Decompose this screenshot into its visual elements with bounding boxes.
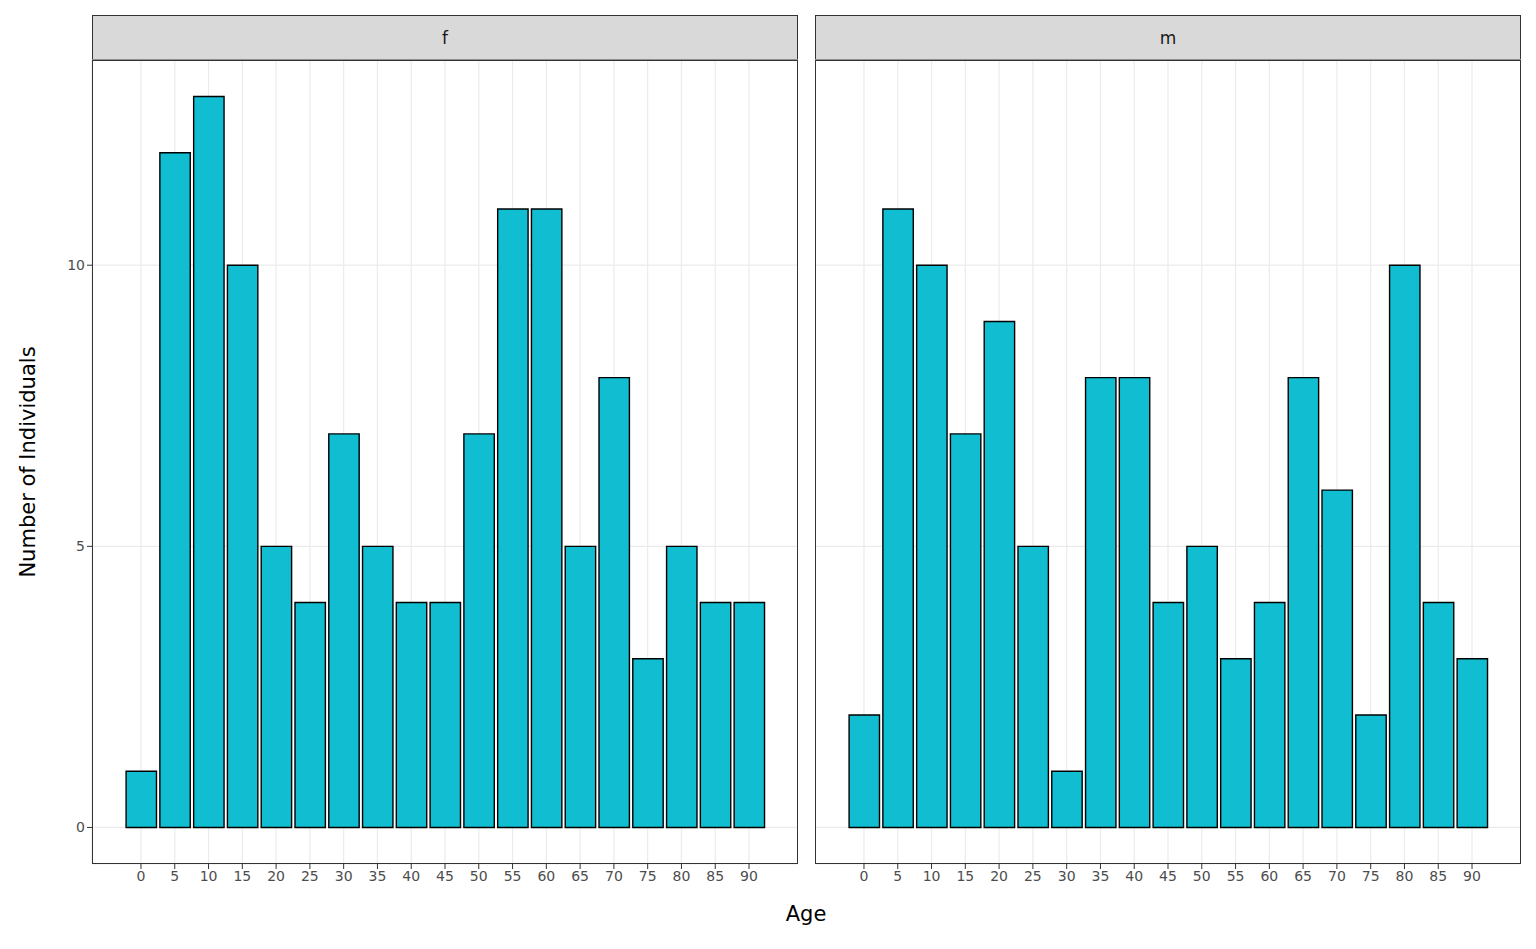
svg-text:35: 35: [369, 868, 387, 884]
svg-text:0: 0: [860, 868, 869, 884]
html-text:Age: Age: [785, 902, 827, 926]
svg-text:60: 60: [537, 868, 555, 884]
svg-text:85: 85: [1429, 868, 1447, 884]
html-text:m: m: [1159, 27, 1177, 48]
svg-text:50: 50: [470, 868, 488, 884]
svg-text:30: 30: [1058, 868, 1076, 884]
svg-text:15: 15: [956, 868, 974, 884]
svg-text:40: 40: [402, 868, 420, 884]
svg-text:55: 55: [1227, 868, 1245, 884]
svg-text:75: 75: [639, 868, 657, 884]
svg-text:65: 65: [1294, 868, 1312, 884]
svg-text:5: 5: [76, 538, 85, 554]
svg-text:5: 5: [170, 868, 179, 884]
svg-text:70: 70: [605, 868, 623, 884]
svg-text:50: 50: [1193, 868, 1211, 884]
svg-text:65: 65: [571, 868, 589, 884]
svg-text:5: 5: [893, 868, 902, 884]
svg-text:85: 85: [706, 868, 724, 884]
svg-text:60: 60: [1260, 868, 1278, 884]
svg-text:40: 40: [1125, 868, 1143, 884]
svg-text:45: 45: [1159, 868, 1177, 884]
svg-text:25: 25: [1024, 868, 1042, 884]
svg-text:55: 55: [504, 868, 522, 884]
svg-text:20: 20: [267, 868, 285, 884]
svg-text:15: 15: [233, 868, 251, 884]
svg-text:10: 10: [923, 868, 941, 884]
html-text:f: f: [442, 27, 448, 48]
svg-text:10: 10: [67, 257, 85, 273]
svg-text:0: 0: [76, 819, 85, 835]
svg-text:80: 80: [673, 868, 691, 884]
svg-text:75: 75: [1362, 868, 1380, 884]
html-text:Number of Individuals: Number of Individuals: [16, 346, 40, 578]
svg-text:90: 90: [1463, 868, 1481, 884]
svg-text:25: 25: [301, 868, 319, 884]
svg-text:35: 35: [1092, 868, 1110, 884]
svg-text:80: 80: [1396, 868, 1414, 884]
svg-text:70: 70: [1328, 868, 1346, 884]
svg-text:30: 30: [335, 868, 353, 884]
svg-text:0: 0: [137, 868, 146, 884]
svg-text:20: 20: [990, 868, 1008, 884]
svg-text:45: 45: [436, 868, 454, 884]
svg-text:90: 90: [740, 868, 758, 884]
svg-text:10: 10: [200, 868, 218, 884]
